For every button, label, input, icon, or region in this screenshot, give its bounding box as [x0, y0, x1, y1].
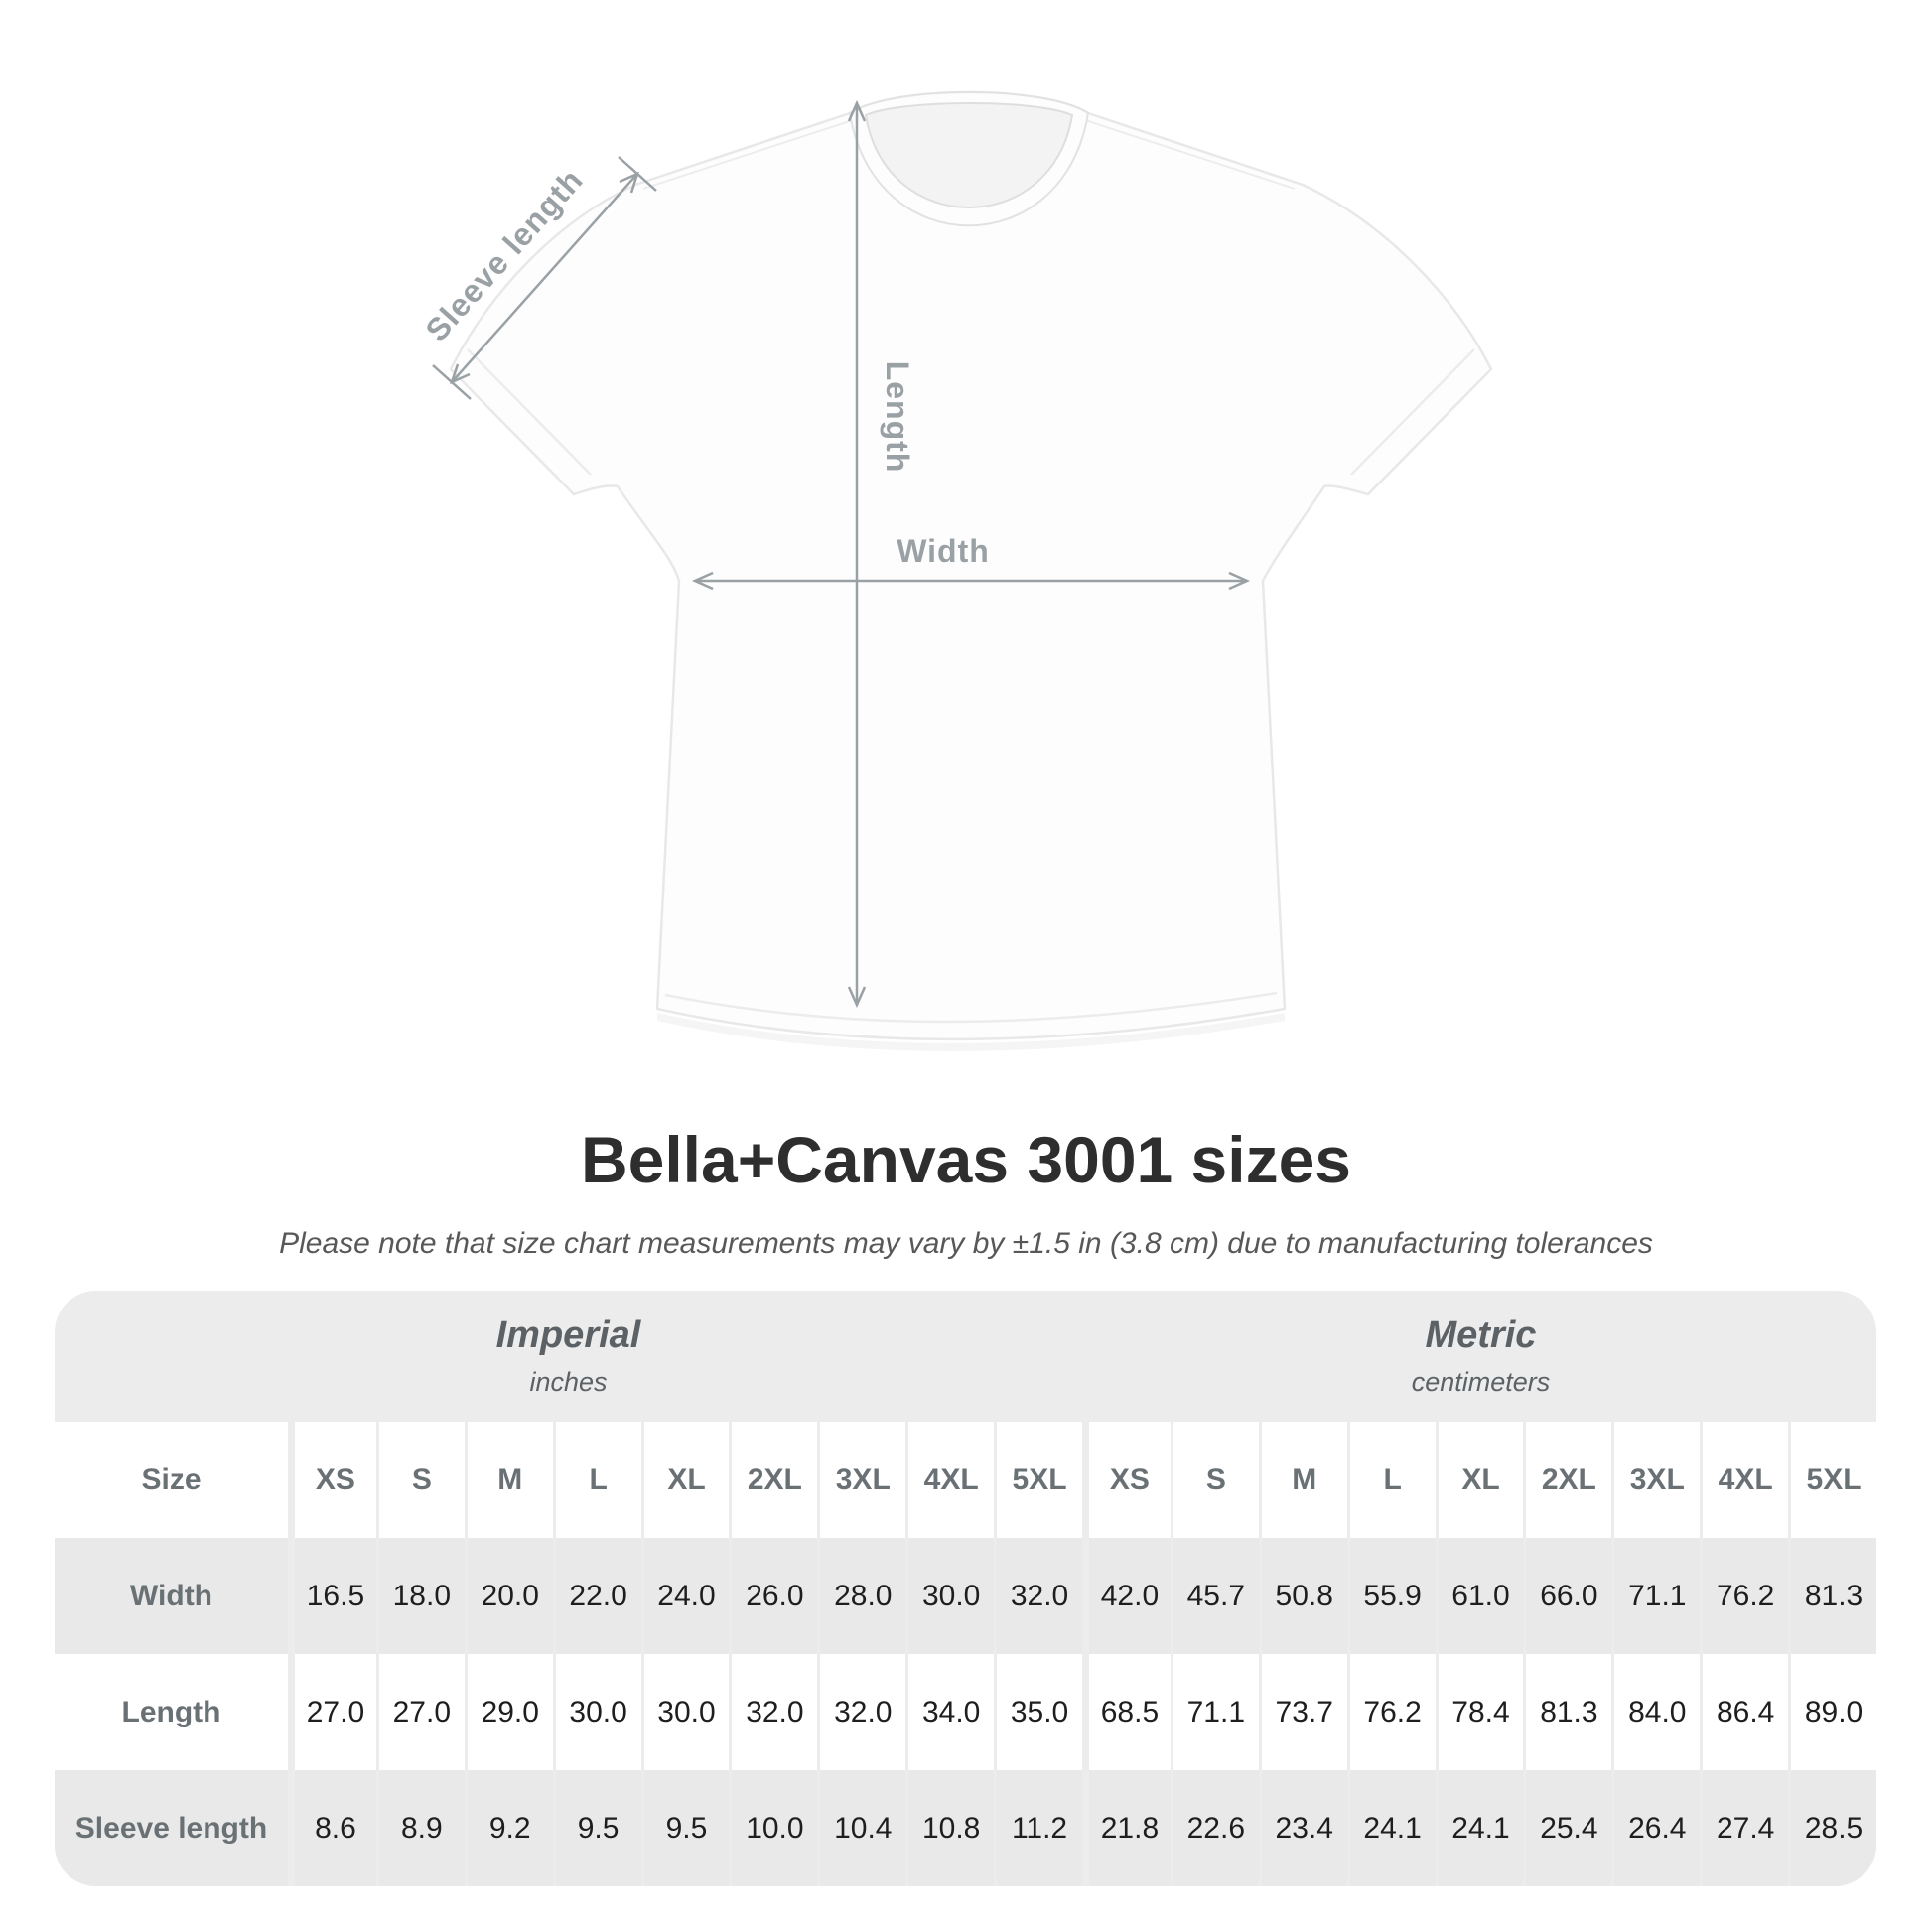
size-value: 22.6: [1173, 1770, 1259, 1886]
size-value: 71.1: [1173, 1654, 1259, 1770]
size-value: 9.5: [643, 1770, 730, 1886]
size-value: 32.0: [820, 1654, 906, 1770]
size-value: 71.1: [1614, 1538, 1701, 1654]
size-value: 28.5: [1791, 1770, 1876, 1886]
metric-group-unit: centimeters: [1411, 1367, 1551, 1397]
size-value: 32.0: [997, 1538, 1082, 1654]
row-label-length: Length: [55, 1654, 288, 1770]
size-value: 86.4: [1703, 1654, 1789, 1770]
size-header: L: [1349, 1422, 1436, 1538]
width-label: Width: [897, 533, 990, 569]
size-value: 23.4: [1261, 1770, 1347, 1886]
size-value: 81.3: [1791, 1538, 1876, 1654]
size-value: 34.0: [908, 1654, 995, 1770]
size-header: S: [1173, 1422, 1259, 1538]
size-value: 25.4: [1526, 1770, 1612, 1886]
size-value: 27.4: [1703, 1770, 1789, 1886]
size-header: 2XL: [1526, 1422, 1612, 1538]
tshirt-graphic: Sleeve length Length Width: [418, 90, 1493, 1051]
size-value: 42.0: [1088, 1538, 1171, 1654]
hem-shadow: [657, 1013, 1285, 1051]
size-value: 45.7: [1173, 1538, 1259, 1654]
size-value: 11.2: [997, 1770, 1082, 1886]
size-value: 76.2: [1703, 1538, 1789, 1654]
row-label-sleeve-length: Sleeve length: [55, 1770, 288, 1886]
size-header: L: [555, 1422, 641, 1538]
size-value: 66.0: [1526, 1538, 1612, 1654]
size-value: 55.9: [1349, 1538, 1436, 1654]
tolerance-note: Please note that size chart measurements…: [279, 1227, 1653, 1260]
length-label: Length: [880, 361, 915, 474]
size-column-header: Size: [55, 1422, 288, 1538]
size-value: 27.0: [295, 1654, 376, 1770]
size-value: 73.7: [1261, 1654, 1347, 1770]
shoulder-seams: [642, 118, 1296, 190]
size-value: 24.1: [1438, 1770, 1524, 1886]
size-header: S: [378, 1422, 465, 1538]
size-value: 28.0: [820, 1538, 906, 1654]
size-value: 50.8: [1261, 1538, 1347, 1654]
size-value: 35.0: [997, 1654, 1082, 1770]
size-value: 26.0: [732, 1538, 818, 1654]
size-value: 8.6: [295, 1770, 376, 1886]
size-header: 2XL: [732, 1422, 818, 1538]
size-header: 5XL: [1791, 1422, 1876, 1538]
size-value: 76.2: [1349, 1654, 1436, 1770]
size-header: M: [1261, 1422, 1347, 1538]
size-header: XS: [1088, 1422, 1171, 1538]
size-header: M: [467, 1422, 553, 1538]
sleeve-cuff-seams: [467, 348, 1475, 476]
size-header: XS: [295, 1422, 376, 1538]
size-value: 18.0: [378, 1538, 465, 1654]
page-title: Bella+Canvas 3001 sizes: [580, 1123, 1352, 1196]
size-value: 27.0: [378, 1654, 465, 1770]
collar-opening: [864, 102, 1074, 208]
size-header: 3XL: [1614, 1422, 1701, 1538]
size-value: 10.0: [732, 1770, 818, 1886]
size-header: 4XL: [1703, 1422, 1789, 1538]
size-value: 8.9: [378, 1770, 465, 1886]
size-value: 84.0: [1614, 1654, 1701, 1770]
size-value: 89.0: [1791, 1654, 1876, 1770]
length-arrow: [847, 99, 867, 1009]
size-value: 30.0: [555, 1654, 641, 1770]
imperial-group-title: Imperial: [495, 1314, 641, 1356]
size-value: 26.4: [1614, 1770, 1701, 1886]
tshirt-silhouette: [449, 90, 1493, 1041]
size-value: 24.1: [1349, 1770, 1436, 1886]
size-value: 9.5: [555, 1770, 641, 1886]
size-value: 81.3: [1526, 1654, 1612, 1770]
size-header: 5XL: [997, 1422, 1082, 1538]
size-value: 10.8: [908, 1770, 995, 1886]
size-header: 4XL: [908, 1422, 995, 1538]
size-header: XL: [1438, 1422, 1524, 1538]
size-value: 21.8: [1088, 1770, 1171, 1886]
tshirt-measurement-diagram: Sleeve length Length Width: [418, 90, 1493, 1051]
size-header: 3XL: [820, 1422, 906, 1538]
imperial-group-unit: inches: [529, 1367, 608, 1397]
size-value: 61.0: [1438, 1538, 1524, 1654]
bottom-hem-seam: [664, 991, 1278, 1024]
sleeve-length-arrow: [432, 156, 657, 400]
size-table-card: Imperial inches Metric centimeters Size …: [55, 1291, 1876, 1886]
size-value: 68.5: [1088, 1654, 1171, 1770]
size-header: XL: [643, 1422, 730, 1538]
size-value: 30.0: [643, 1654, 730, 1770]
size-value: 78.4: [1438, 1654, 1524, 1770]
size-value: 29.0: [467, 1654, 553, 1770]
size-value: 9.2: [467, 1770, 553, 1886]
size-value: 10.4: [820, 1770, 906, 1886]
imperial-group-header: Imperial inches: [55, 1291, 1082, 1422]
size-value: 32.0: [732, 1654, 818, 1770]
width-arrow: [691, 571, 1251, 591]
size-value: 22.0: [555, 1538, 641, 1654]
row-label-width: Width: [55, 1538, 288, 1654]
size-value: 20.0: [467, 1538, 553, 1654]
size-value: 24.0: [643, 1538, 730, 1654]
size-value: 16.5: [295, 1538, 376, 1654]
metric-group-header: Metric centimeters: [1085, 1291, 1876, 1422]
metric-group-title: Metric: [1425, 1314, 1537, 1356]
size-value: 30.0: [908, 1538, 995, 1654]
